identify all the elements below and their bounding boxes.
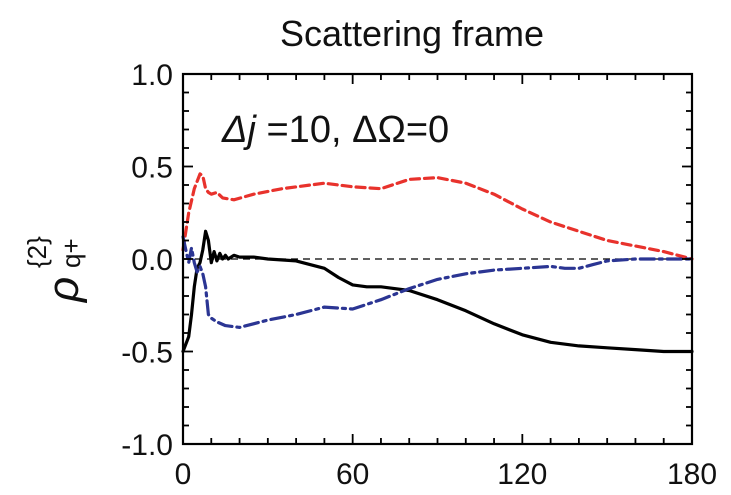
y-axis-label-superscript: {2} [22, 236, 52, 268]
x-tick-label: 120 [497, 458, 547, 491]
x-tick-label: 60 [336, 458, 369, 491]
series-line-1 [181, 229, 694, 354]
plot-area: 0 60 120 180 1.0 0.5 0.0 -0.5 -1.0 [121, 59, 717, 491]
y-axis-label-symbol: ρ [39, 277, 88, 304]
y-tick-label: -0.5 [121, 337, 173, 370]
y-tick-label: 1.0 [131, 59, 173, 92]
y-tick-label: -1.0 [121, 429, 173, 462]
annotation-delta-j: Δj [221, 109, 257, 151]
x-tick-label: 0 [175, 458, 192, 491]
series-line-3 [181, 235, 694, 329]
annotation-rest: =10, ΔΩ=0 [256, 109, 449, 151]
x-tick-label: 180 [667, 458, 717, 491]
y-axis-label-subscript: q+ [56, 238, 86, 268]
annotation-label: Δj =10, ΔΩ=0 [221, 109, 449, 151]
series-line-2 [181, 172, 694, 261]
y-tick-label: 0.5 [131, 152, 173, 185]
y-axis-label: ρ {2} q+ [22, 236, 88, 304]
y-tick-label: 0.0 [131, 244, 173, 277]
chart-title: Scattering frame [280, 13, 544, 54]
